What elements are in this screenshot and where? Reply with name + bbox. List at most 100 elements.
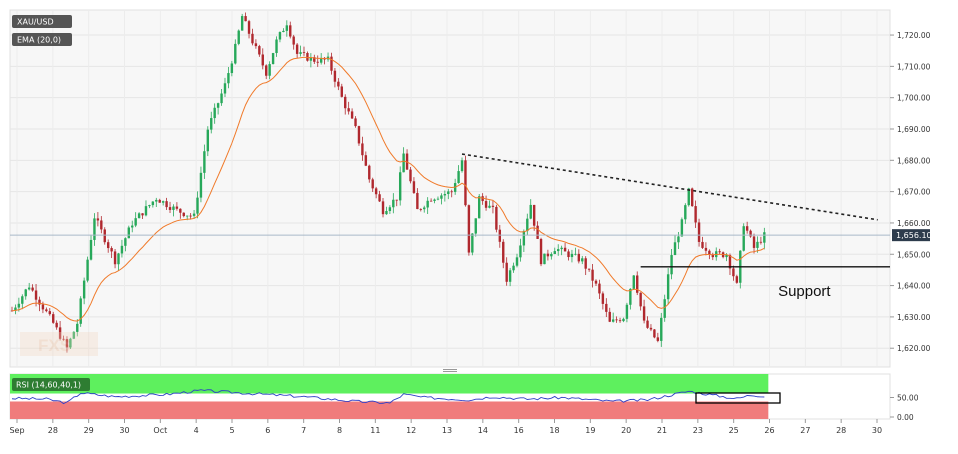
candle-body [725, 255, 728, 258]
candle-body [460, 160, 464, 172]
candle-body [220, 93, 223, 104]
rsi-axis: 50.00 0.00 [890, 394, 919, 422]
candle-body [82, 280, 86, 299]
candle-body [319, 57, 323, 63]
candle-body [31, 287, 34, 291]
candle-body [340, 86, 343, 97]
candlestick-series [10, 12, 766, 353]
candle-body [484, 201, 488, 208]
candle-body [502, 241, 505, 263]
last-price-value: 1,656.10 [896, 231, 932, 240]
candle-body [368, 165, 371, 180]
x-tick-label: 23 [693, 426, 703, 435]
rsi-tick-label: 0.00 [897, 413, 914, 422]
y-tick-label: 1,650.00 [897, 250, 931, 259]
candle-body [732, 268, 735, 277]
candle-body [622, 318, 625, 322]
candle-body [663, 299, 666, 318]
candle-body [337, 81, 340, 87]
rsi-overbought-zone [10, 374, 769, 394]
candle-body [581, 258, 584, 262]
y-tick-label: 1,620.00 [897, 344, 931, 353]
candle-body [632, 275, 635, 289]
candle-body [660, 317, 663, 341]
y-tick-label: 1,670.00 [897, 188, 931, 197]
candle-body [553, 251, 556, 254]
candle-body [313, 57, 316, 62]
candle-body [591, 269, 594, 281]
candle-body [309, 57, 313, 61]
candle-body [546, 253, 550, 257]
candle-body [526, 218, 529, 232]
candle-body [223, 83, 227, 94]
candle-body [374, 188, 378, 195]
candle-body [398, 172, 402, 201]
candle-body [601, 293, 605, 304]
candle-body [491, 205, 495, 207]
candle-body [532, 204, 536, 226]
candle-body [666, 274, 670, 300]
rsi-neutral-zone [10, 393, 769, 402]
x-tick-label: 5 [229, 426, 234, 435]
candle-body [742, 226, 745, 251]
candle-body [543, 253, 546, 265]
candle-body [282, 30, 285, 33]
candle-body [21, 296, 24, 304]
candle-body [515, 257, 519, 266]
x-tick-label: 21 [657, 426, 667, 435]
candle-body [697, 222, 701, 242]
main-pane-background [9, 9, 891, 368]
x-tick-label: 11 [370, 426, 380, 435]
candle-body [392, 199, 395, 208]
candle-body [10, 310, 14, 312]
candle-body [639, 292, 642, 307]
candle-body [251, 33, 254, 44]
candle-body [395, 199, 398, 201]
candle-body [261, 54, 264, 66]
candle-body [557, 249, 560, 252]
candle-body [708, 250, 711, 255]
candle-body [687, 188, 690, 206]
x-tick-label: 29 [84, 426, 94, 435]
candle-body [96, 218, 100, 221]
candle-body [27, 287, 31, 290]
candle-body [354, 118, 357, 127]
candle-body [182, 212, 185, 217]
candle-body [117, 253, 120, 265]
candle-body [41, 304, 45, 310]
y-tick-label: 1,690.00 [897, 125, 931, 134]
candle-body [58, 327, 62, 339]
candle-body [127, 227, 131, 239]
x-tick-label: 8 [337, 426, 342, 435]
candle-body [289, 25, 292, 37]
candle-body [629, 288, 632, 305]
candle-body [93, 218, 96, 240]
resistance-trendline [461, 153, 878, 221]
y-tick-label: 1,700.00 [897, 94, 931, 103]
candle-body [134, 218, 137, 226]
candle-body [567, 251, 570, 258]
candle-body [385, 211, 388, 215]
candle-body [653, 329, 656, 338]
candle-body [344, 96, 347, 109]
candle-body [34, 290, 38, 300]
x-tick-label: 27 [800, 426, 810, 435]
x-tick-label: 12 [406, 426, 416, 435]
candle-body [275, 39, 278, 54]
candle-body [76, 323, 79, 332]
candle-body [199, 172, 203, 198]
legend-rsi: RSI (14,60,40,1) [12, 378, 90, 391]
candle-body [464, 160, 467, 206]
candle-body [110, 248, 113, 252]
last-price-badge: 1,656.10 [892, 229, 932, 242]
x-tick-label: 18 [549, 426, 559, 435]
candle-body [625, 304, 629, 319]
candle-body [179, 208, 182, 213]
candle-body [745, 226, 749, 231]
candle-body [158, 199, 161, 203]
candle-body [423, 207, 426, 210]
time-axis[interactable]: Sep 28 29 30 Oct 4 5 6 7 8 11 12 13 14 16 18 19 20 21 23 25 2… [9, 419, 882, 435]
candle-body [429, 200, 433, 202]
candle-body [137, 213, 141, 219]
price-axis[interactable]: 1,620.00 1,630.00 1,640.00 1,650.00 1,660.00… [890, 31, 931, 353]
